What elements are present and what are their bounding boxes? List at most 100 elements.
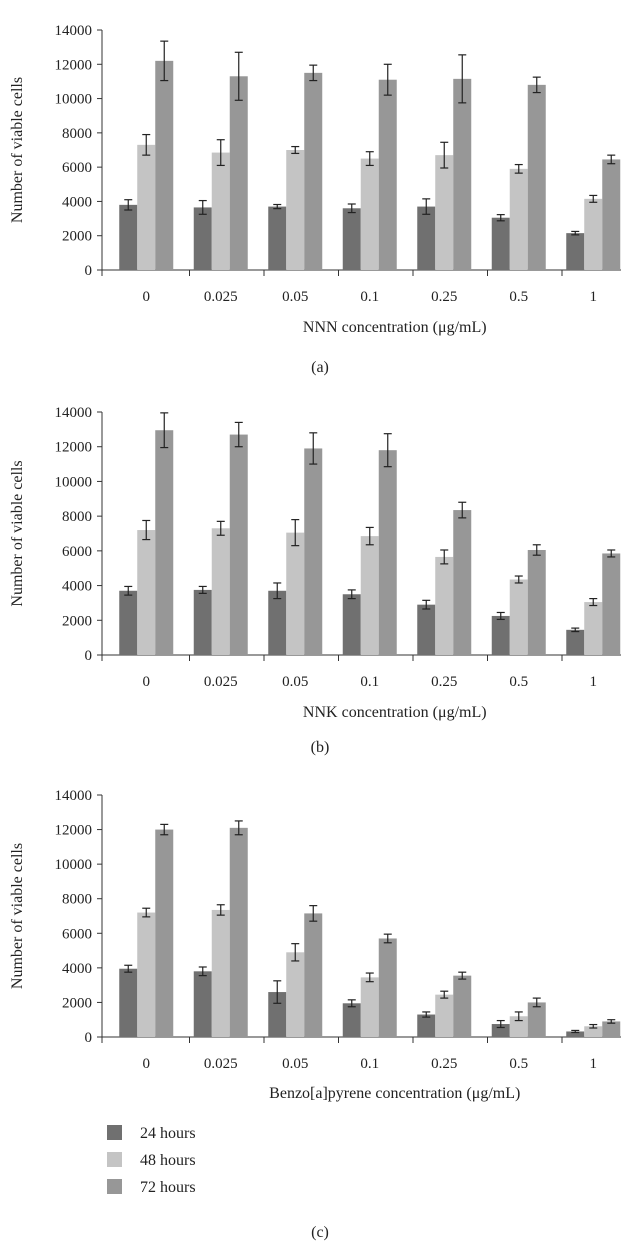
bar — [379, 450, 397, 655]
bar — [119, 205, 137, 270]
bar — [602, 159, 620, 270]
y-tick-label: 8000 — [62, 509, 92, 525]
x-tick-label: 0.025 — [204, 674, 238, 690]
y-tick-label: 14000 — [55, 23, 93, 39]
bar — [155, 830, 173, 1037]
bar — [528, 1002, 546, 1037]
bar — [453, 976, 471, 1037]
y-tick-label: 8000 — [62, 126, 92, 142]
bar — [212, 153, 230, 270]
y-axis-title: Number of viable cells — [9, 843, 26, 989]
bar — [584, 199, 602, 270]
legend-entry: 72 hours — [107, 1179, 196, 1196]
y-tick-label: 6000 — [62, 926, 92, 942]
x-tick-label: 0 — [143, 674, 151, 690]
y-tick-label: 4000 — [62, 961, 92, 977]
chart-panel: 0 2000 4000 6000 8000 10000 12000 14000 Number o… — [9, 788, 621, 1241]
bar — [361, 536, 379, 655]
panel-label: (c) — [311, 1224, 329, 1241]
bar — [379, 938, 397, 1037]
chart-panel: 0 2000 4000 6000 8000 10000 12000 14000 Number o… — [9, 23, 621, 376]
bar — [119, 969, 137, 1037]
x-tick-label: 0.1 — [360, 1056, 379, 1072]
bar — [137, 913, 155, 1037]
y-tick-label: 4000 — [62, 579, 92, 595]
bar — [492, 616, 510, 655]
bar — [230, 76, 248, 270]
x-tick-label: 0.25 — [431, 289, 457, 305]
bar — [155, 61, 173, 270]
x-axis-title: NNN concentration (μg/mL) — [303, 319, 487, 336]
bar — [212, 910, 230, 1037]
y-tick-label: 12000 — [55, 823, 93, 839]
bar — [343, 594, 361, 655]
bar — [155, 430, 173, 655]
x-axis-title: NNK concentration (μg/mL) — [303, 704, 487, 721]
bar — [602, 553, 620, 655]
y-tick-label: 2000 — [62, 995, 92, 1011]
x-tick-label: 0.1 — [360, 289, 379, 305]
bar — [304, 913, 322, 1037]
y-tick-label: 14000 — [55, 405, 93, 421]
x-tick-label: 0 — [143, 289, 151, 305]
bar — [137, 145, 155, 270]
legend-label: 72 hours — [140, 1179, 196, 1196]
bar — [286, 533, 304, 655]
bar — [417, 207, 435, 270]
bar — [417, 605, 435, 655]
bar — [119, 591, 137, 655]
y-tick-label: 0 — [85, 648, 93, 664]
bar — [194, 590, 212, 655]
bar — [510, 169, 528, 270]
x-tick-label: 0.025 — [204, 289, 238, 305]
legend-label: 48 hours — [140, 1152, 196, 1169]
bar — [286, 150, 304, 270]
bar — [343, 208, 361, 270]
legend-swatch — [107, 1179, 122, 1194]
legend-swatch — [107, 1152, 122, 1167]
x-tick-label: 0.25 — [431, 674, 457, 690]
bar — [304, 73, 322, 270]
x-tick-label: 0.1 — [360, 674, 379, 690]
y-tick-label: 12000 — [55, 57, 93, 73]
y-tick-label: 10000 — [55, 92, 93, 108]
bar — [435, 557, 453, 655]
y-tick-label: 0 — [85, 1030, 93, 1046]
y-axis-title: Number of viable cells — [9, 460, 26, 606]
y-axis-title: Number of viable cells — [9, 77, 26, 223]
bar — [194, 207, 212, 270]
panel-label: (b) — [311, 739, 330, 756]
y-tick-label: 6000 — [62, 160, 92, 176]
x-tick-label: 0.5 — [509, 289, 528, 305]
bar — [304, 448, 322, 655]
bar — [212, 528, 230, 655]
x-tick-label: 1 — [590, 289, 598, 305]
bar — [435, 155, 453, 270]
bar — [566, 630, 584, 655]
legend: 24 hours48 hours72 hours — [107, 1125, 196, 1196]
x-tick-label: 0.05 — [282, 1056, 308, 1072]
y-tick-label: 8000 — [62, 892, 92, 908]
x-tick-label: 1 — [590, 1056, 598, 1072]
chart-panel: 0 2000 4000 6000 8000 10000 12000 14000 Number o… — [9, 405, 621, 756]
y-tick-label: 12000 — [55, 440, 93, 456]
y-tick-label: 0 — [85, 263, 93, 279]
y-tick-label: 10000 — [55, 857, 93, 873]
y-tick-label: 10000 — [55, 474, 93, 490]
y-tick-label: 4000 — [62, 194, 92, 210]
x-tick-label: 0.5 — [509, 674, 528, 690]
x-tick-label: 0.5 — [509, 1056, 528, 1072]
bar — [230, 435, 248, 655]
bar — [435, 995, 453, 1037]
bar — [137, 530, 155, 655]
bar — [528, 85, 546, 270]
bar — [268, 207, 286, 270]
bar — [584, 602, 602, 655]
panel-label: (a) — [311, 359, 329, 376]
bar — [379, 80, 397, 270]
bar — [417, 1015, 435, 1037]
y-tick-label: 14000 — [55, 788, 93, 804]
bar — [286, 952, 304, 1037]
